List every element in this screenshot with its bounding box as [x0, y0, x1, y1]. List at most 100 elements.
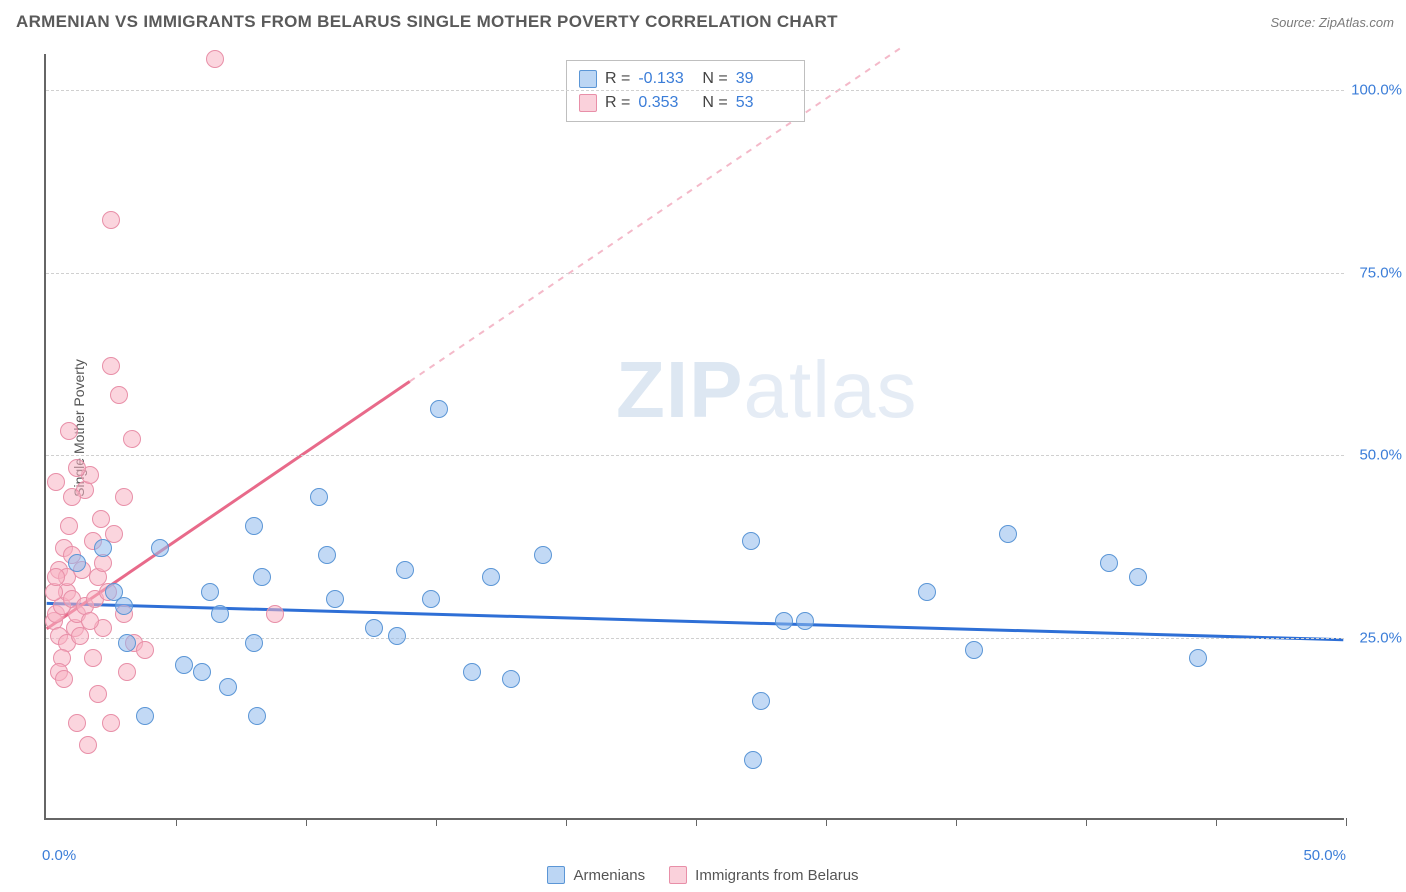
point-armenians	[422, 590, 440, 608]
legend-swatch	[579, 70, 597, 88]
point-armenians	[201, 583, 219, 601]
point-belarus	[60, 517, 78, 535]
point-armenians	[1189, 649, 1207, 667]
x-tick	[566, 818, 567, 826]
chart-title: ARMENIAN VS IMMIGRANTS FROM BELARUS SING…	[16, 12, 838, 32]
y-tick-label: 75.0%	[1347, 264, 1402, 281]
point-belarus	[206, 50, 224, 68]
point-armenians	[211, 605, 229, 623]
point-armenians	[253, 568, 271, 586]
point-belarus	[92, 510, 110, 528]
point-belarus	[81, 612, 99, 630]
point-belarus	[89, 685, 107, 703]
point-armenians	[326, 590, 344, 608]
x-tick	[306, 818, 307, 826]
legend-stats-row: R = -0.133 N = 39	[579, 67, 792, 91]
point-armenians	[388, 627, 406, 645]
point-armenians	[482, 568, 500, 586]
legend-label: Armenians	[573, 867, 645, 884]
x-tick-label: 50.0%	[1303, 847, 1346, 864]
legend-swatch	[579, 94, 597, 112]
point-armenians	[365, 619, 383, 637]
source-name: ZipAtlas.com	[1319, 15, 1394, 30]
point-belarus	[110, 386, 128, 404]
point-belarus	[68, 459, 86, 477]
point-armenians	[151, 539, 169, 557]
point-belarus	[102, 357, 120, 375]
point-belarus	[60, 422, 78, 440]
x-tick	[176, 818, 177, 826]
point-belarus	[68, 714, 86, 732]
point-armenians	[193, 663, 211, 681]
point-belarus	[55, 670, 73, 688]
r-label: R =	[605, 70, 630, 88]
point-armenians	[115, 597, 133, 615]
legend-swatch	[669, 866, 687, 884]
point-armenians	[918, 583, 936, 601]
x-tick	[956, 818, 957, 826]
point-armenians	[245, 634, 263, 652]
scatter-plot-area: ZIPatlas R =-0.133N =39R =0.353N =53 25.…	[44, 54, 1344, 820]
point-belarus	[79, 736, 97, 754]
x-tick	[696, 818, 697, 826]
legend-item: Armenians	[547, 866, 645, 884]
gridline-h	[46, 638, 1344, 639]
x-tick	[436, 818, 437, 826]
point-armenians	[94, 539, 112, 557]
point-armenians	[742, 532, 760, 550]
point-armenians	[534, 546, 552, 564]
point-belarus	[123, 430, 141, 448]
legend-item: Immigrants from Belarus	[669, 866, 858, 884]
gridline-h	[46, 90, 1344, 91]
point-belarus	[47, 568, 65, 586]
point-armenians	[318, 546, 336, 564]
x-tick	[1346, 818, 1347, 826]
r-value: -0.133	[638, 70, 694, 88]
point-belarus	[47, 473, 65, 491]
point-belarus	[63, 488, 81, 506]
point-armenians	[744, 751, 762, 769]
source-attribution: Source: ZipAtlas.com	[1270, 15, 1394, 30]
point-armenians	[118, 634, 136, 652]
point-armenians	[502, 670, 520, 688]
gridline-h	[46, 273, 1344, 274]
legend-stats-row: R =0.353N =53	[579, 91, 792, 115]
y-tick-label: 50.0%	[1347, 447, 1402, 464]
point-armenians	[752, 692, 770, 710]
point-belarus	[84, 649, 102, 667]
legend-swatch	[547, 866, 565, 884]
point-armenians	[310, 488, 328, 506]
n-label: N =	[702, 94, 727, 112]
r-label: R =	[605, 94, 630, 112]
point-armenians	[463, 663, 481, 681]
point-belarus	[266, 605, 284, 623]
point-belarus	[118, 663, 136, 681]
n-value: 53	[736, 94, 792, 112]
point-armenians	[175, 656, 193, 674]
point-armenians	[430, 400, 448, 418]
x-tick-label: 0.0%	[42, 847, 76, 864]
series-legend: Armenians Immigrants from Belarus	[0, 866, 1406, 884]
point-belarus	[102, 211, 120, 229]
point-armenians	[1129, 568, 1147, 586]
point-armenians	[796, 612, 814, 630]
point-armenians	[965, 641, 983, 659]
point-armenians	[245, 517, 263, 535]
gridline-h	[46, 455, 1344, 456]
x-tick	[1086, 818, 1087, 826]
point-belarus	[102, 714, 120, 732]
y-tick-label: 25.0%	[1347, 629, 1402, 646]
legend-label: Immigrants from Belarus	[695, 867, 858, 884]
point-belarus	[136, 641, 154, 659]
n-label: N =	[702, 70, 727, 88]
point-belarus	[115, 488, 133, 506]
point-armenians	[775, 612, 793, 630]
source-prefix: Source:	[1270, 15, 1318, 30]
point-armenians	[68, 554, 86, 572]
n-value: 39	[736, 70, 792, 88]
x-tick	[826, 818, 827, 826]
point-armenians	[219, 678, 237, 696]
x-tick	[1216, 818, 1217, 826]
point-armenians	[1100, 554, 1118, 572]
point-armenians	[248, 707, 266, 725]
